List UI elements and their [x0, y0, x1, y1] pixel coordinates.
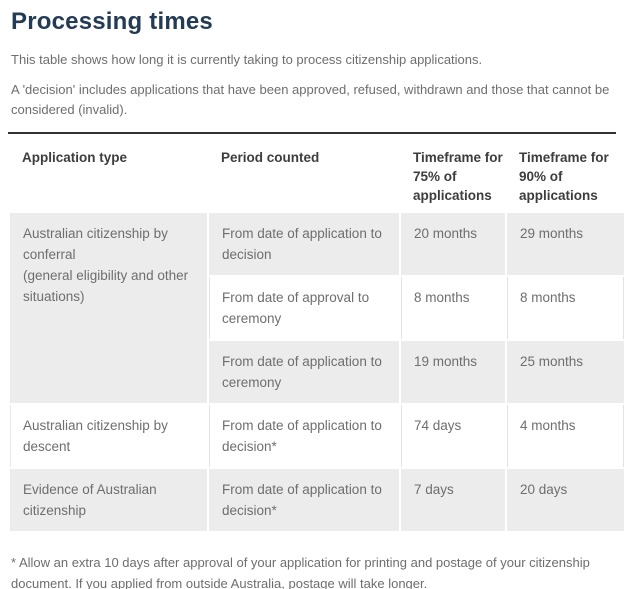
cell-text: situations) — [23, 289, 85, 304]
timeframe-90-cell: 25 months — [507, 341, 624, 403]
timeframe-90-cell: 29 months — [507, 213, 624, 275]
cell-text: Australian citizenship by — [23, 418, 168, 433]
cell-text: From date of application to — [222, 482, 382, 497]
cell-text: citizenship — [23, 503, 87, 518]
cell-text: decision* — [222, 439, 277, 454]
cell-text: Evidence of Australian — [23, 482, 157, 497]
header-label: 90% of — [519, 169, 563, 184]
column-header-period-counted: Period counted — [209, 136, 399, 211]
cell-text: From date of application to — [222, 226, 382, 241]
column-header-application-type: Application type — [10, 136, 207, 211]
header-label: Application type — [22, 150, 128, 165]
column-header-timeframe-90: Timeframe for 90% of applications — [507, 136, 624, 211]
cell-text: ceremony — [222, 311, 282, 326]
footnote-text: * Allow an extra 10 days after approval … — [11, 555, 590, 570]
processing-times-table: Application type Period counted Timefram… — [8, 134, 624, 533]
header-label: Timeframe for — [519, 150, 609, 165]
intro-paragraph-1: This table shows how long it is currentl… — [8, 50, 616, 70]
timeframe-75-cell: 7 days — [401, 469, 505, 531]
table-top-divider — [8, 132, 616, 134]
cell-text: conferral — [23, 247, 76, 262]
cell-text: Australian citizenship by — [23, 226, 168, 241]
table-row: From date of approval to ceremony 8 mont… — [10, 277, 624, 339]
page-title: Processing times — [11, 8, 213, 35]
period-cell: From date of application to decision* — [209, 469, 399, 531]
header-row: Application type Period counted Timefram… — [10, 136, 624, 211]
table-row: Australian citizenship by conferral (gen… — [10, 213, 624, 403]
table-row: Evidence of Australian citizenship From … — [10, 469, 624, 531]
header-label: Period counted — [221, 150, 320, 165]
application-type-cell: Australian citizenship by descent — [10, 405, 207, 467]
timeframe-75-cell: 20 months — [401, 213, 505, 275]
header-label: applications — [413, 188, 492, 203]
intro-text: considered (invalid). — [11, 102, 128, 117]
cell-text: From date of application to — [222, 354, 382, 369]
footnote: * Allow an extra 10 days after approval … — [8, 552, 616, 589]
header-label: applications — [519, 188, 598, 203]
cell-text: descent — [23, 439, 71, 454]
footnote-text: document. If you applied from outside Au… — [11, 576, 428, 589]
intro-text: A 'decision' includes applications that … — [11, 82, 610, 97]
cell-text: (general eligibility and other — [23, 268, 189, 283]
timeframe-90-cell: 4 months — [507, 405, 624, 467]
header-label: Timeframe for — [413, 150, 503, 165]
period-cell: From date of application to decision — [209, 213, 399, 275]
timeframe-90-cell: 8 months — [507, 277, 624, 339]
timeframe-75-cell: 19 months — [401, 341, 505, 403]
table-row: From date of application to ceremony 19 … — [10, 341, 624, 403]
application-type-cell: Australian citizenship by conferral (gen… — [10, 213, 207, 403]
cell-text: ceremony — [222, 375, 282, 390]
period-cell: From date of application to decision* — [209, 405, 399, 467]
cell-text: From date of application to — [222, 418, 382, 433]
timeframe-75-cell: 8 months — [401, 277, 505, 339]
cell-text: From date of approval to — [222, 290, 370, 305]
period-cell: From date of application to ceremony — [209, 341, 399, 403]
cell-text: decision* — [222, 503, 277, 518]
cell-text: decision — [222, 247, 272, 262]
intro-paragraph-2: A 'decision' includes applications that … — [8, 80, 616, 120]
header-label: 75% of — [413, 169, 457, 184]
period-cell: From date of approval to ceremony — [209, 277, 399, 339]
column-header-timeframe-75: Timeframe for 75% of applications — [401, 136, 505, 211]
table-row: Australian citizenship by descent From d… — [10, 405, 624, 467]
intro-text: This table shows how long it is currentl… — [11, 52, 483, 67]
timeframe-75-cell: 74 days — [401, 405, 505, 467]
application-type-cell: Evidence of Australian citizenship — [10, 469, 207, 531]
timeframe-90-cell: 20 days — [507, 469, 624, 531]
